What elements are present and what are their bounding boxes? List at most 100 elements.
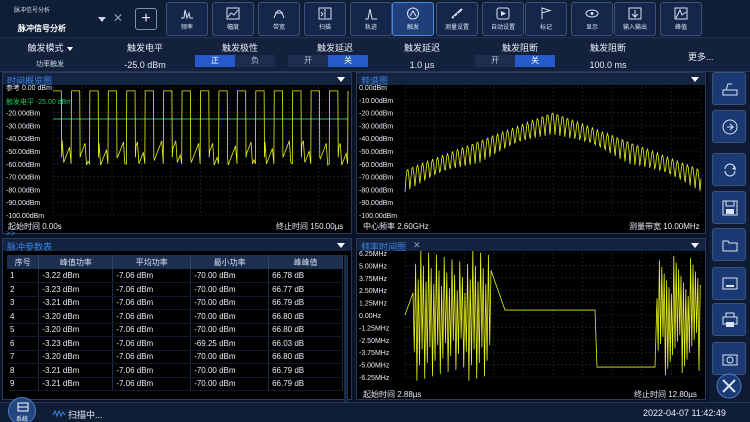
trigger-delay-toggle-title: 触发延迟 bbox=[316, 43, 353, 53]
delay-on-option[interactable]: 开 bbox=[288, 55, 328, 67]
col-peak-power[interactable]: 峰值功率 bbox=[38, 255, 114, 269]
toolbar-bandwidth-button[interactable]: 带宽 bbox=[258, 2, 300, 36]
polarity-negative-option[interactable]: 负 bbox=[235, 55, 275, 67]
table-cell: -7.06 dBm bbox=[112, 377, 192, 391]
trigger-mode-param[interactable]: 触发模式 功率触发 bbox=[10, 38, 90, 72]
table-row[interactable]: 5 -3.20 dBm -7.06 dBm -70.00 dBm 66.80 dB bbox=[7, 323, 343, 337]
preset-icon bbox=[722, 83, 738, 96]
y-tick-label: -1.25MHz bbox=[359, 325, 390, 332]
chevron-down-icon[interactable] bbox=[98, 15, 106, 23]
spectrum-plot[interactable]: 0.00dBm -10.00dBm -20.00dBm -30.00dBm -40.00… bbox=[357, 85, 705, 233]
table-cell: 9 bbox=[7, 377, 40, 391]
freq-time-plot[interactable]: 6.25MHz 5.00MHz 3.75MHz 2.50MHz 1.25MHz 0.00H… bbox=[357, 251, 705, 391]
col-avg-power[interactable]: 平均功率 bbox=[112, 255, 192, 269]
panel-menu-chevron-icon[interactable] bbox=[337, 243, 345, 248]
toolbar-peak-button[interactable]: 峰值 bbox=[660, 2, 702, 36]
time-overview-plot[interactable]: 参考 0.00 dBm -20.00dBm -30.00dBm -40.00dBm -5… bbox=[3, 85, 351, 233]
table-cell: 1 bbox=[7, 269, 40, 283]
col-peak-to-peak[interactable]: 峰峰值 bbox=[268, 255, 343, 269]
col-min-power[interactable]: 最小功率 bbox=[190, 255, 270, 269]
preset-button[interactable] bbox=[712, 72, 746, 105]
panel-menu-chevron-icon[interactable] bbox=[691, 77, 699, 82]
trigger-delay-toggle[interactable]: 开 关 bbox=[288, 55, 368, 67]
toolbar-display-button[interactable]: 显示 bbox=[571, 2, 613, 36]
power-trace bbox=[53, 90, 349, 166]
y-tick-label: -50.00dBm bbox=[6, 149, 40, 156]
holdoff-on-option[interactable]: 开 bbox=[475, 55, 515, 67]
holdoff-off-option[interactable]: 关 bbox=[515, 55, 555, 67]
trigger-holdoff-toggle[interactable]: 开 关 bbox=[475, 55, 555, 67]
trigger-level-param[interactable]: 触发电平 -25.0 dBm bbox=[100, 38, 190, 72]
y-tick-label: -90.00dBm bbox=[6, 200, 40, 207]
y-tick-label: -80.00dBm bbox=[6, 187, 40, 194]
table-row[interactable]: 6 -3.23 dBm -7.06 dBm -69.25 dBm 66.03 dB bbox=[7, 336, 343, 351]
save-button[interactable] bbox=[712, 191, 746, 224]
toolbar-trigger-button[interactable]: 触发 bbox=[392, 2, 434, 36]
y-tick-label: -5.00MHz bbox=[359, 363, 390, 370]
table-row[interactable]: 9 -3.21 dBm -7.06 dBm -70.00 dBm 66.79 dB bbox=[7, 377, 343, 391]
delay-off-option[interactable]: 关 bbox=[328, 55, 368, 67]
table-cell: 8 bbox=[7, 363, 40, 378]
print-button[interactable] bbox=[712, 303, 746, 336]
add-tab-button[interactable]: + bbox=[135, 8, 157, 30]
panel-menu-chevron-icon[interactable] bbox=[337, 77, 345, 82]
more-params-button[interactable]: 更多... bbox=[688, 52, 714, 62]
toolbar-input-output-label: 输入输出 bbox=[622, 25, 647, 31]
trigger-polarity-toggle[interactable]: 正 负 bbox=[195, 55, 275, 67]
table-scrollbar[interactable] bbox=[344, 255, 348, 405]
app-mode-selector[interactable]: 脉冲信号分析 脉冲信号分析 bbox=[4, 3, 132, 35]
refresh-button[interactable] bbox=[712, 153, 746, 186]
table-cell: -3.21 dBm bbox=[38, 377, 114, 391]
toolbar-frequency-button[interactable]: 频率 bbox=[166, 2, 208, 36]
open-folder-button[interactable] bbox=[712, 228, 746, 261]
freq-time-header: 频率时间图 ✕ bbox=[357, 239, 705, 252]
table-row[interactable]: 4 -3.20 dBm -7.06 dBm -70.00 dBm 66.80 dB bbox=[7, 309, 343, 324]
toolbar-trace-button[interactable]: 轨迹 bbox=[350, 2, 392, 36]
bandwidth-icon bbox=[273, 10, 285, 19]
system-menu-button[interactable]: 系统 bbox=[8, 397, 36, 422]
y-tick-label: -10.00dBm bbox=[359, 98, 393, 105]
close-panel-icon[interactable]: ✕ bbox=[413, 240, 421, 250]
pulse-table-panel: 脉冲参数表 序号 峰值功率 平均功率 最小功率 峰峰值 1 -3.22 dBm -7… bbox=[2, 238, 352, 405]
trigger-delay-param[interactable]: 触发延迟 1.0 µs bbox=[382, 38, 462, 72]
y-tick-label: -100.00dBm bbox=[359, 213, 397, 220]
freq-time-trace bbox=[404, 251, 701, 381]
y-tick-label: 0.00Hz bbox=[359, 313, 382, 320]
toolbar-auto-settings-label: 自动设置 bbox=[490, 25, 515, 31]
table-row[interactable]: 2 -3.23 dBm -7.06 dBm -70.00 dBm 66.77 dB bbox=[7, 282, 343, 297]
toolbar-input-output-button[interactable]: 输入输出 bbox=[614, 2, 656, 36]
chevron-down-icon bbox=[66, 46, 73, 51]
y-tick-label: -2.50MHz bbox=[359, 338, 390, 345]
y-tick-label: -6.25MHz bbox=[359, 375, 390, 382]
toolbar-measure-settings-button[interactable]: 测量设置 bbox=[436, 2, 478, 36]
panel-menu-chevron-icon[interactable] bbox=[691, 243, 699, 248]
toolbar-marker-label: 标记 bbox=[539, 25, 552, 31]
toolbar-marker-button[interactable]: 标记 bbox=[525, 2, 567, 36]
toolbar-amplitude-button[interactable]: 幅度 bbox=[212, 2, 254, 36]
trigger-holdoff-param[interactable]: 触发阻断 100.0 ms bbox=[568, 38, 648, 72]
table-row[interactable]: 7 -3.20 dBm -7.06 dBm -70.00 dBm 66.80 dB bbox=[7, 350, 343, 364]
table-cell: 66.77 dB bbox=[268, 282, 343, 297]
table-cell: 66.79 dB bbox=[268, 296, 343, 310]
table-row[interactable]: 1 -3.22 dBm -7.06 dBm -70.00 dBm 66.78 dB bbox=[7, 269, 343, 283]
toolbar-display-label: 显示 bbox=[585, 25, 598, 31]
screenshot-button[interactable] bbox=[712, 267, 746, 300]
polarity-positive-option[interactable]: 正 bbox=[195, 55, 235, 67]
y-tick-label: 5.00MHz bbox=[359, 263, 388, 270]
fullscreen-toggle[interactable] bbox=[712, 372, 746, 400]
close-tab-icon[interactable]: ✕ bbox=[113, 11, 124, 25]
table-row[interactable]: 8 -3.21 dBm -7.06 dBm -70.00 dBm 66.79 dB bbox=[7, 363, 343, 378]
table-cell: -3.20 dBm bbox=[38, 323, 114, 337]
toolbar-sweep-button[interactable]: 扫描 bbox=[304, 2, 346, 36]
camera-button[interactable] bbox=[712, 342, 746, 375]
table-cell: 6 bbox=[7, 336, 40, 351]
col-index[interactable]: 序号 bbox=[7, 255, 40, 269]
export-icon bbox=[722, 119, 738, 135]
toolbar-trigger-label: 触发 bbox=[406, 25, 419, 31]
export-button[interactable] bbox=[712, 110, 746, 143]
trigger-level-label: 触发电平 -25.00 dBm bbox=[6, 97, 72, 106]
toolbar-auto-settings-button[interactable]: 自动设置 bbox=[482, 2, 524, 36]
table-row[interactable]: 3 -3.21 dBm -7.06 dBm -70.00 dBm 66.79 dB bbox=[7, 296, 343, 310]
collapse-panel-icon[interactable]: >> bbox=[6, 229, 16, 238]
trigger-icon bbox=[407, 7, 419, 20]
